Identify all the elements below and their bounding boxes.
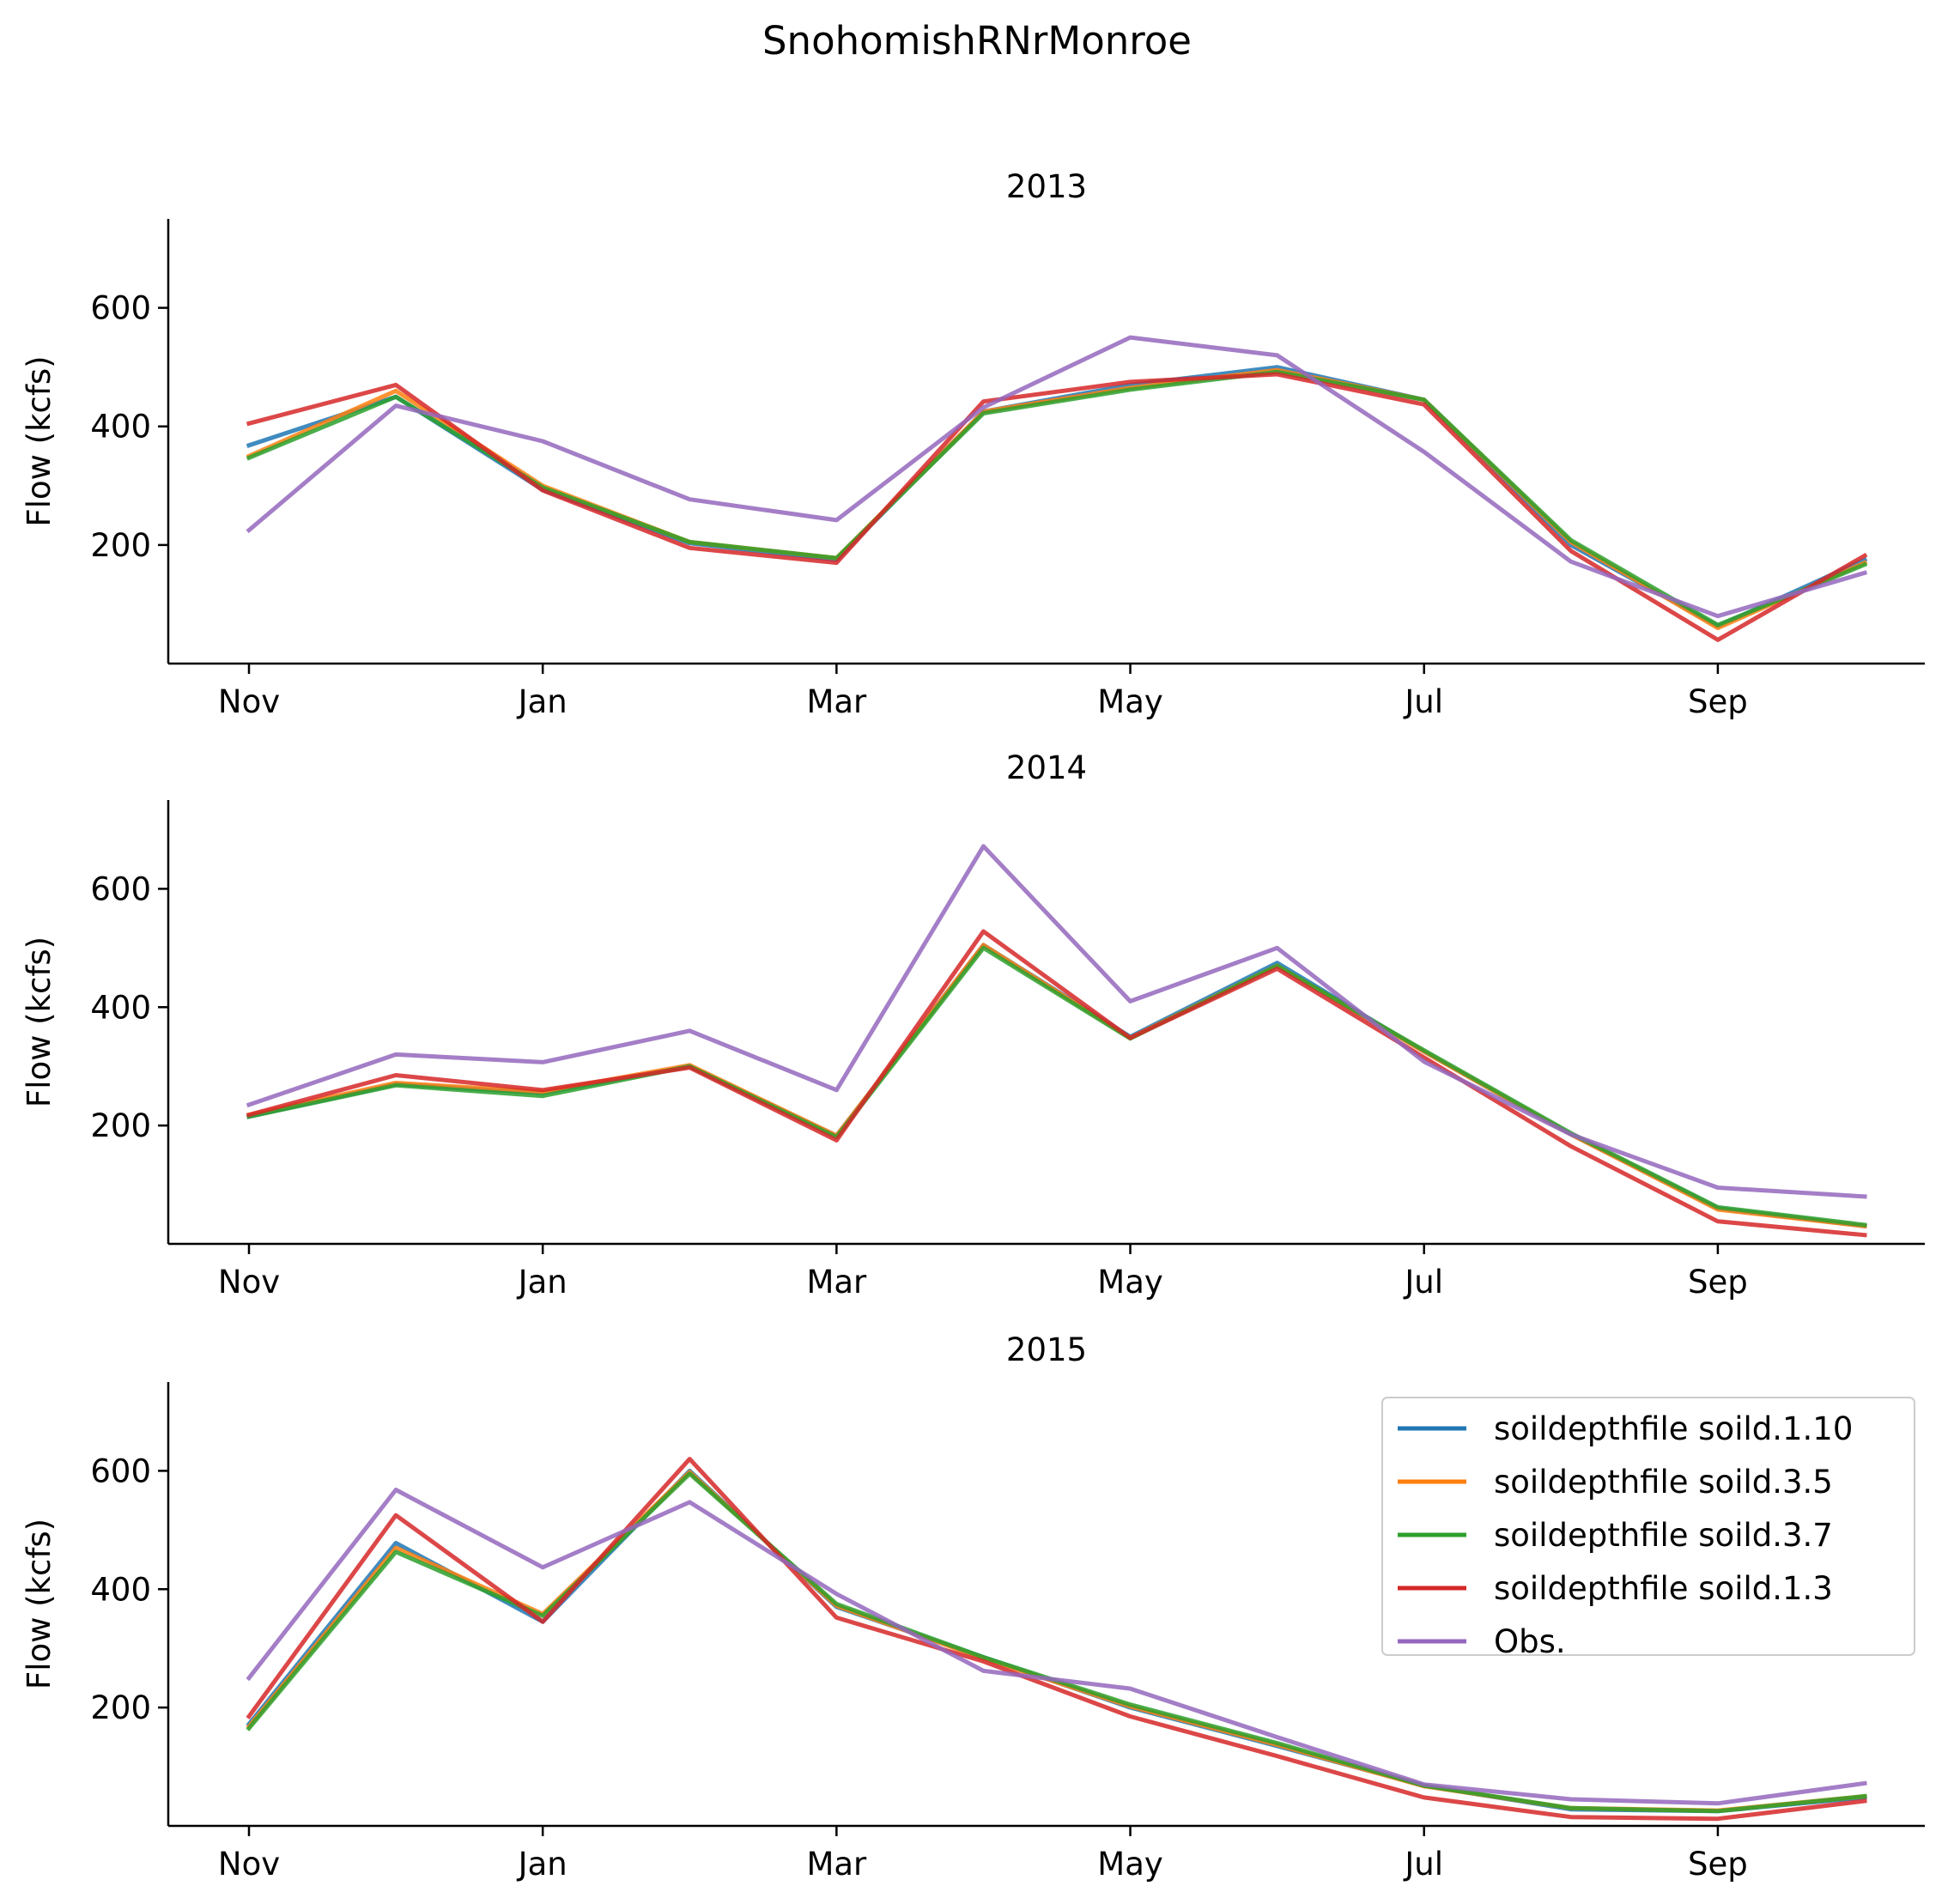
chart-panel-2014: 2014 200 400 600 Nov Jan Mar May Jul Sep Flow (kcf… xyxy=(21,749,1925,1301)
series-line-obs xyxy=(246,844,1867,1199)
x-tick-label: Jan xyxy=(517,1264,567,1301)
x-tick-label: Sep xyxy=(1688,683,1748,720)
x-tick-label: May xyxy=(1097,1846,1163,1883)
chart-panel-2015: 2015 200 400 600 Nov Jan Mar May Jul Sep Flow (kcf… xyxy=(21,1331,1925,1883)
x-tick-label: Mar xyxy=(806,1846,867,1883)
legend-entry-label: soildepthfile soild.3.7 xyxy=(1494,1517,1833,1554)
y-tick-label: 400 xyxy=(90,989,151,1026)
y-tick-label: 400 xyxy=(90,409,151,446)
x-tick-label: Sep xyxy=(1688,1264,1748,1301)
x-tick-label: Nov xyxy=(218,1264,280,1301)
chart-panel-2013: 2013 200 400 600 Nov Jan Mar May Jul Sep Flow (kcf… xyxy=(21,168,1925,720)
series-line-obs xyxy=(246,1488,1867,1806)
x-tick-label: Jan xyxy=(517,683,567,720)
panel-title: 2014 xyxy=(1006,749,1087,786)
y-tick-label: 200 xyxy=(90,1107,151,1144)
y-axis-label: Flow (kcfs) xyxy=(21,937,58,1107)
series-line-soild-1-3 xyxy=(246,929,1867,1238)
x-tick-label: Jan xyxy=(517,1846,567,1883)
y-axis-label: Flow (kcfs) xyxy=(21,355,58,526)
x-tick-label: Mar xyxy=(806,1264,867,1301)
legend-frame xyxy=(1381,1397,1915,1656)
x-tick-label: Jul xyxy=(1403,1846,1443,1883)
y-tick-label: 200 xyxy=(90,527,151,564)
legend-entry-label: soildepthfile soild.3.5 xyxy=(1494,1464,1833,1501)
series-line-soild-1-3 xyxy=(246,372,1868,642)
series-line-obs xyxy=(246,335,1868,619)
x-tick-label: Jul xyxy=(1403,683,1443,720)
legend: soildepthfile soild.1.10 soildepthfile so… xyxy=(1381,1397,1915,1660)
y-tick-label: 600 xyxy=(90,870,151,907)
y-tick-label: 200 xyxy=(90,1689,151,1726)
y-tick-label: 400 xyxy=(90,1571,151,1608)
x-tick-label: May xyxy=(1097,1264,1163,1301)
y-tick-label: 600 xyxy=(90,1452,151,1489)
x-tick-label: Sep xyxy=(1688,1846,1748,1883)
panel-title: 2013 xyxy=(1006,168,1087,205)
legend-entry-label: soildepthfile soild.1.3 xyxy=(1494,1570,1833,1607)
series-line-soild-1-3 xyxy=(246,1457,1867,1822)
y-axis-label: Flow (kcfs) xyxy=(21,1519,58,1689)
x-tick-label: Nov xyxy=(218,683,280,720)
x-tick-label: Mar xyxy=(806,683,867,720)
panel-title: 2015 xyxy=(1006,1331,1087,1368)
legend-entry-label: Obs. xyxy=(1494,1623,1566,1660)
y-tick-label: 600 xyxy=(90,290,151,327)
x-tick-label: Nov xyxy=(218,1846,280,1883)
legend-entry-label: soildepthfile soild.1.10 xyxy=(1494,1410,1853,1447)
x-tick-label: May xyxy=(1097,683,1163,720)
x-tick-label: Jul xyxy=(1403,1264,1443,1301)
figure-title: SnohomishRNrMonroe xyxy=(762,18,1192,64)
